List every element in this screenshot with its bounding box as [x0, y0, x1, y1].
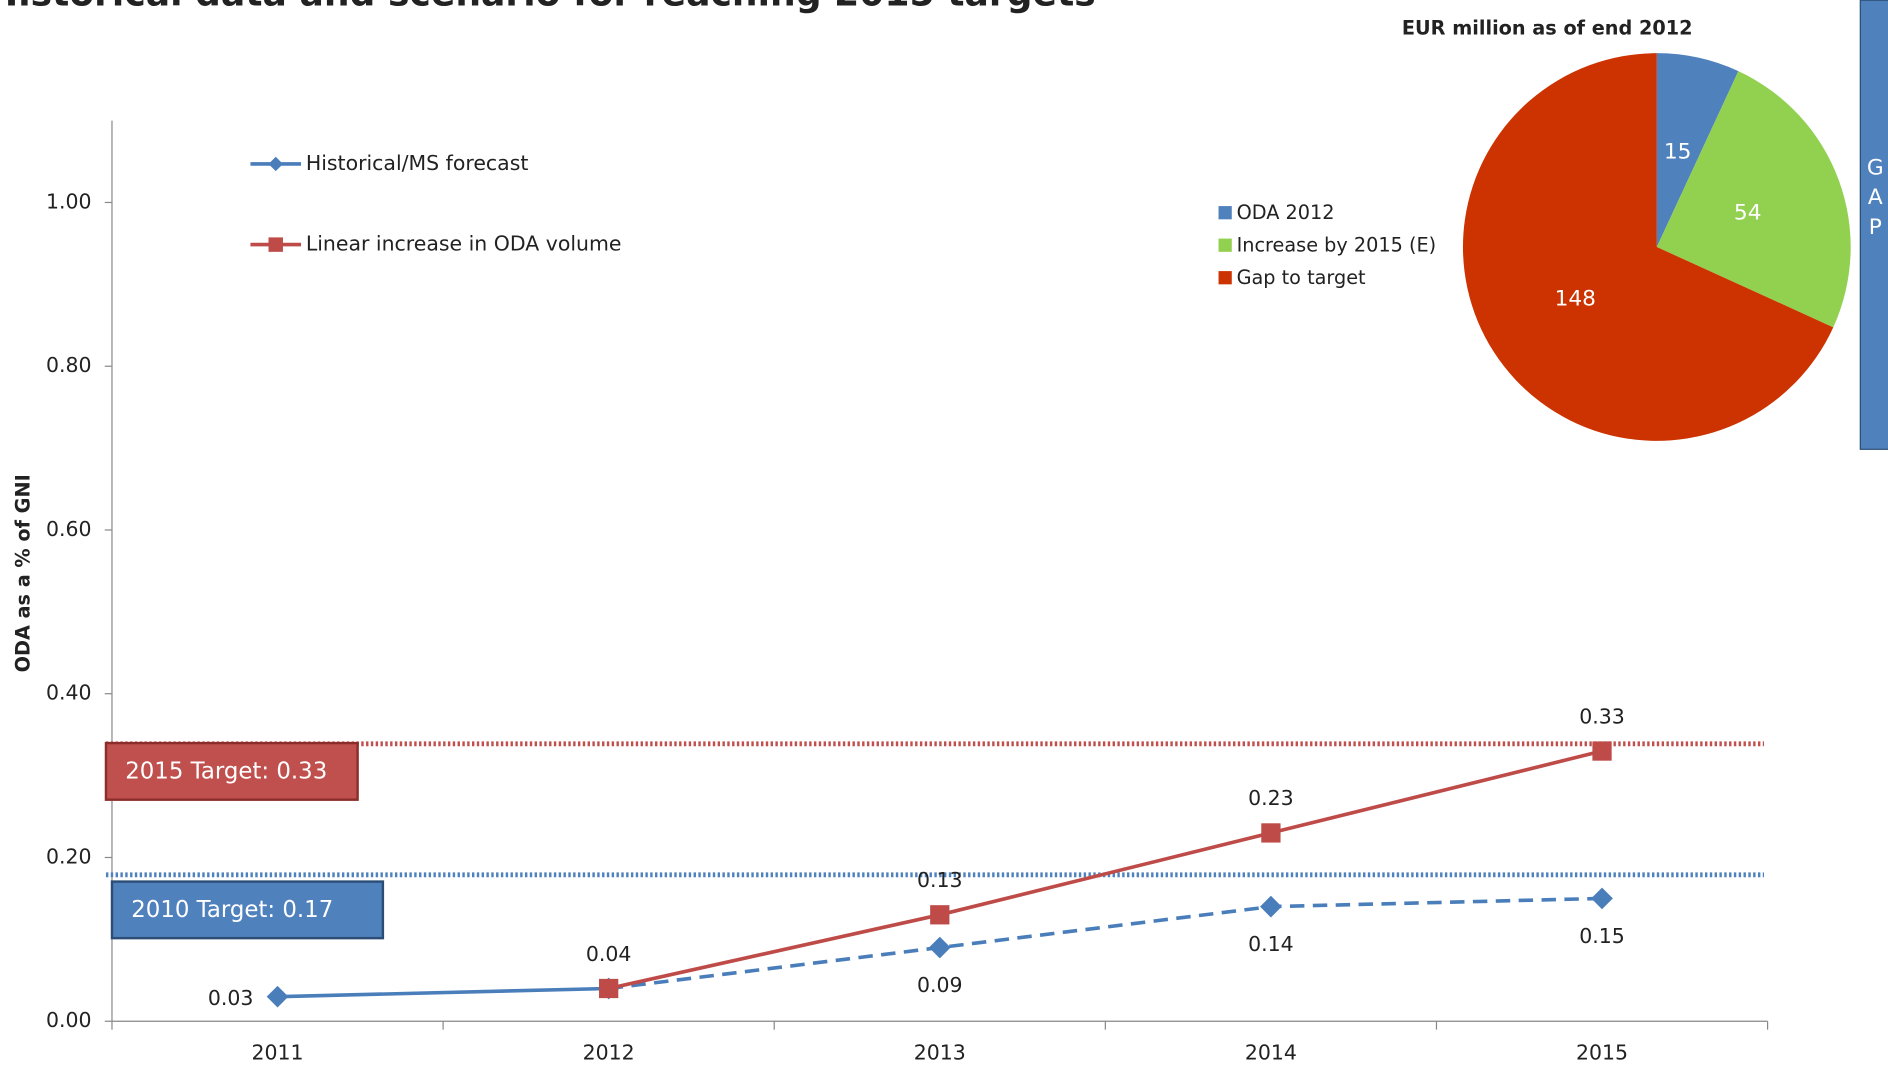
pie-label: 148 — [1555, 286, 1596, 311]
y-tick-label: 1.00 — [46, 189, 92, 213]
series-line-forecast — [608, 896, 1603, 991]
pie-slice — [1656, 53, 1739, 248]
legend-label: Linear increase in ODA volume — [306, 232, 622, 256]
data-label: 0.33 — [1579, 704, 1625, 728]
target-label: 2010 Target: 0.17 — [131, 897, 333, 923]
y-tick-label: 0.80 — [46, 353, 92, 377]
pie-slice — [1462, 53, 1834, 441]
x-tick-label: 2015 — [1576, 1041, 1628, 1065]
legend-marker — [268, 156, 283, 172]
marker — [1591, 887, 1613, 910]
chart-title: Historical data and scenario for reachin… — [0, 0, 1096, 14]
data-label: 0.04 — [586, 942, 632, 966]
y-tick-label: 0.20 — [46, 844, 92, 868]
data-label: 0.13 — [917, 868, 963, 892]
x-tick-label: 2012 — [583, 1041, 635, 1065]
legend-marker — [268, 237, 283, 252]
marker — [930, 905, 950, 925]
marker — [599, 978, 619, 999]
y-tick-label: 0.00 — [46, 1008, 92, 1032]
legend-swatch — [1218, 206, 1232, 220]
pie-label: 54 — [1734, 200, 1762, 225]
y-tick-label: 0.60 — [46, 517, 92, 541]
gap-box — [1859, 0, 1888, 450]
legend-label: Historical/MS forecast — [306, 151, 529, 175]
y-tick-label: 0.40 — [46, 681, 92, 705]
marker — [1261, 823, 1281, 843]
pie-label: 15 — [1664, 139, 1692, 164]
pie-title: EUR million as of end 2012 — [1402, 17, 1693, 40]
x-tick-label: 2014 — [1245, 1041, 1297, 1065]
data-label: 0.15 — [1579, 924, 1625, 948]
data-label: 0.23 — [1248, 786, 1294, 810]
legend-label: Increase by 2015 (E) — [1237, 233, 1437, 256]
data-label: 0.03 — [208, 986, 254, 1010]
legend-label: Gap to target — [1237, 266, 1366, 289]
marker — [928, 936, 951, 959]
target-box — [110, 880, 385, 940]
legend-swatch — [1218, 238, 1232, 252]
data-label: 0.14 — [1248, 932, 1294, 956]
marker — [266, 985, 289, 1008]
target-label: 2015 Target: 0.33 — [125, 759, 327, 785]
marker — [1260, 895, 1282, 918]
x-tick-label: 2011 — [252, 1041, 304, 1065]
target-box — [104, 741, 359, 801]
y-axis-label: ODA as a % of GNI — [12, 474, 35, 672]
series-line — [608, 749, 1603, 991]
legend-label: ODA 2012 — [1237, 201, 1335, 224]
marker — [1592, 741, 1612, 761]
series-line — [277, 986, 609, 999]
x-tick-label: 2013 — [914, 1041, 966, 1065]
gap-label: GAP — [1863, 155, 1888, 244]
legend-swatch — [1218, 271, 1232, 285]
data-label: 0.09 — [917, 973, 963, 997]
pie-slice — [1656, 71, 1851, 328]
